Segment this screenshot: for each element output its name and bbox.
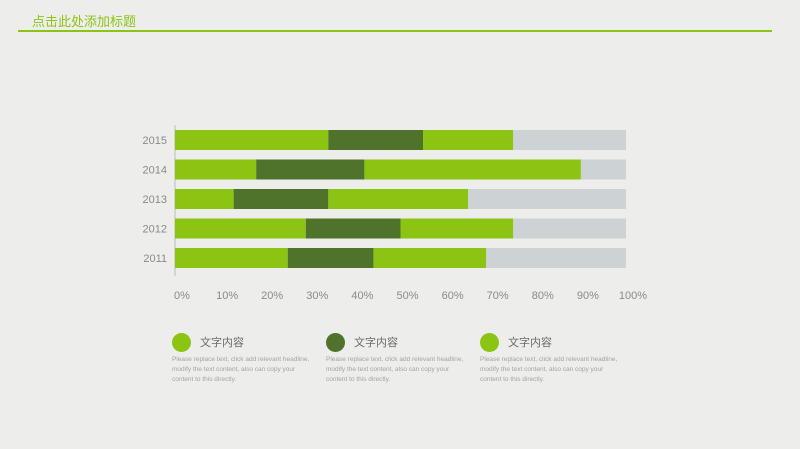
x-tick-label: 60% — [442, 290, 464, 302]
legend-heading: 文字内容 — [200, 337, 244, 349]
bar-2011-segment-1 — [175, 248, 288, 268]
bar-2015-segment-3 — [423, 130, 514, 150]
y-tick-label: 2013 — [143, 194, 167, 206]
bar-2012-segment-3 — [400, 218, 514, 239]
y-tick-label: 2012 — [143, 224, 167, 236]
bar-2015-segment-1 — [175, 130, 329, 150]
x-tick-label: 40% — [351, 290, 373, 302]
bar-2015-segment-4 — [513, 130, 626, 150]
legend-dot-icon — [326, 333, 345, 352]
x-tick-label: 70% — [487, 290, 509, 302]
bar-2014-segment-3 — [364, 159, 581, 180]
legend-heading: 文字内容 — [354, 337, 398, 349]
x-tick-label: 30% — [306, 290, 328, 302]
title-underline — [18, 30, 772, 32]
y-tick-label: 2014 — [143, 165, 167, 177]
bar-2011-segment-3 — [373, 248, 487, 268]
y-tick-label: 2015 — [143, 135, 167, 147]
x-tick-label: 10% — [216, 290, 238, 302]
bar-2013-segment-3 — [328, 189, 469, 209]
bar-2014-segment-1 — [175, 159, 257, 180]
bar-2012-segment-1 — [175, 218, 306, 239]
bar-2014-segment-4 — [580, 159, 626, 180]
bar-2013-segment-2 — [233, 189, 329, 209]
bar-2015-segment-2 — [328, 130, 424, 150]
x-tick-label: 80% — [532, 290, 554, 302]
legend-body-text: Please replace text, click add relevant … — [480, 356, 618, 383]
bar-2012-segment-2 — [305, 218, 401, 239]
y-tick-label: 2011 — [143, 253, 167, 265]
y-tick-labels: 2015 2014 2013 2012 2011 — [143, 135, 167, 265]
bar-2013-segment-1 — [175, 189, 234, 209]
x-tick-label: 90% — [577, 290, 599, 302]
x-tick-label: 50% — [396, 290, 418, 302]
x-tick-label: 100% — [619, 290, 647, 302]
x-tick-label: 0% — [174, 290, 190, 302]
x-tick-label: 20% — [261, 290, 283, 302]
bars-group — [175, 130, 626, 268]
legend-body-text: Please replace text, click add relevant … — [172, 356, 310, 383]
bar-2013-segment-4 — [468, 189, 626, 209]
legend-dot-icon — [172, 333, 191, 352]
legend-body-text: Please replace text, click add relevant … — [326, 356, 464, 383]
bar-2012-segment-4 — [513, 218, 626, 239]
legend-heading: 文字内容 — [508, 337, 552, 349]
bar-2014-segment-2 — [256, 159, 365, 180]
x-tick-labels: 0% 10% 20% 30% 40% 50% 60% 70% 80% 90% 100% — [174, 290, 647, 302]
bar-2011-segment-2 — [287, 248, 374, 268]
bar-2011-segment-4 — [486, 248, 626, 268]
legend-dot-icon — [480, 333, 499, 352]
slide-title: 点击此处添加标题 — [32, 14, 137, 29]
